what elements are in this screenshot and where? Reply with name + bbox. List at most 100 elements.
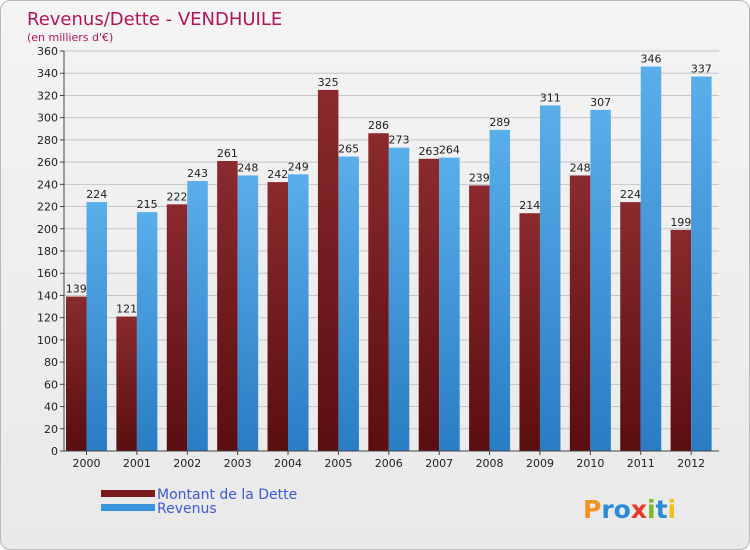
x-tick-label: 2005 (324, 457, 352, 470)
x-tick-label: 2007 (425, 457, 453, 470)
y-tick-label: 120 (37, 312, 58, 325)
y-tick-label: 140 (37, 289, 58, 302)
value-label: 215 (137, 198, 158, 211)
value-label: 224 (86, 188, 107, 201)
value-label: 139 (66, 283, 87, 296)
bars (66, 66, 712, 452)
y-tick-label: 240 (37, 178, 58, 191)
legend-label-debt: Montant de la Dette (157, 487, 297, 503)
bar-debt (166, 204, 188, 451)
bar-debt (317, 89, 339, 451)
bar-revenue (187, 181, 208, 451)
bar-debt (469, 185, 490, 451)
legend-swatch-revenue (101, 504, 155, 511)
legend-swatch-debt (101, 490, 155, 497)
bar-revenue (388, 147, 410, 451)
value-label: 307 (590, 96, 611, 109)
value-label: 243 (187, 167, 208, 180)
bar-debt (267, 182, 289, 451)
value-label: 265 (338, 143, 359, 156)
logo-letter: r (601, 495, 614, 524)
bar-revenue (237, 175, 259, 451)
value-label: 242 (267, 168, 288, 181)
x-tick-label: 2000 (73, 457, 101, 470)
chart-subtitle: (en milliers d'€) (27, 31, 113, 44)
x-tick-label: 2006 (375, 457, 403, 470)
bar-debt (569, 175, 591, 451)
x-tick-label: 2001 (123, 457, 151, 470)
chart-title: Revenus/Dette - VENDHUILE (27, 9, 282, 30)
y-tick-label: 340 (37, 67, 58, 80)
bar-debt (519, 213, 540, 451)
value-label: 214 (519, 199, 540, 212)
bar-debt (217, 161, 238, 451)
value-label: 248 (570, 161, 591, 174)
x-tick-label: 2012 (677, 457, 705, 470)
value-labels: 1392241212152222432612482422493252652862… (66, 53, 712, 316)
value-label: 121 (116, 303, 137, 316)
logo-letter: o (614, 495, 631, 524)
value-label: 222 (167, 190, 188, 203)
logo-letter: x (631, 495, 647, 524)
bar-revenue (489, 129, 511, 451)
value-label: 264 (439, 144, 460, 157)
bar-revenue (439, 157, 460, 451)
logo-letter: i (647, 495, 656, 524)
bar-debt (620, 202, 641, 451)
bar-debt (66, 296, 87, 451)
value-label: 273 (389, 134, 410, 147)
value-label: 346 (640, 53, 661, 66)
y-tick-label: 280 (37, 134, 58, 147)
y-tick-label: 60 (44, 378, 58, 391)
bar-revenue (338, 156, 359, 452)
y-tick-label: 260 (37, 156, 58, 169)
value-label: 289 (489, 116, 510, 129)
x-tick-label: 2011 (627, 457, 655, 470)
y-tick-label: 100 (37, 334, 58, 347)
y-tick-label: 180 (37, 245, 58, 258)
y-axis-ticks: 0 20 40 60 80 100 120 140 160 180 200 220 240 260 280 3… (37, 45, 64, 458)
value-label: 239 (469, 171, 490, 184)
x-tick-label: 2008 (476, 457, 504, 470)
value-label: 224 (620, 188, 641, 201)
x-tick-label: 2009 (526, 457, 554, 470)
value-label: 325 (318, 76, 339, 89)
legend-label-revenue: Revenus (157, 501, 217, 517)
logo-letter: t (656, 495, 668, 524)
y-tick-label: 160 (37, 267, 58, 280)
bar-debt (418, 158, 440, 451)
value-label: 249 (288, 160, 309, 173)
x-tick-label: 2010 (576, 457, 604, 470)
y-tick-label: 40 (44, 401, 58, 414)
value-label: 263 (418, 145, 439, 158)
bar-revenue (691, 76, 712, 452)
x-tick-label: 2003 (224, 457, 252, 470)
value-label: 248 (237, 161, 258, 174)
y-tick-label: 80 (44, 356, 58, 369)
y-tick-label: 220 (37, 201, 58, 214)
bar-revenue (539, 105, 561, 451)
bar-debt (116, 316, 137, 451)
logo-letter: i (668, 495, 677, 524)
value-label: 261 (217, 147, 238, 160)
proxiti-logo: Proxiti (583, 495, 676, 524)
y-tick-label: 360 (37, 45, 58, 58)
value-label: 311 (540, 91, 561, 104)
x-axis-ticks: 2000 2001 2002 2003 2004 2005 2006 2007 2008 2009… (73, 451, 705, 470)
logo-letter: P (583, 495, 601, 524)
bar-revenue (640, 66, 662, 452)
value-label: 199 (670, 216, 691, 229)
bar-debt (368, 133, 389, 451)
bar-revenue (288, 174, 309, 452)
y-tick-label: 200 (37, 223, 58, 236)
y-tick-label: 320 (37, 89, 58, 102)
value-label: 337 (691, 63, 712, 76)
bar-debt (670, 229, 692, 451)
value-label: 286 (368, 119, 389, 132)
bar-revenue (590, 109, 611, 451)
y-tick-label: 20 (44, 423, 58, 436)
x-tick-label: 2002 (173, 457, 201, 470)
